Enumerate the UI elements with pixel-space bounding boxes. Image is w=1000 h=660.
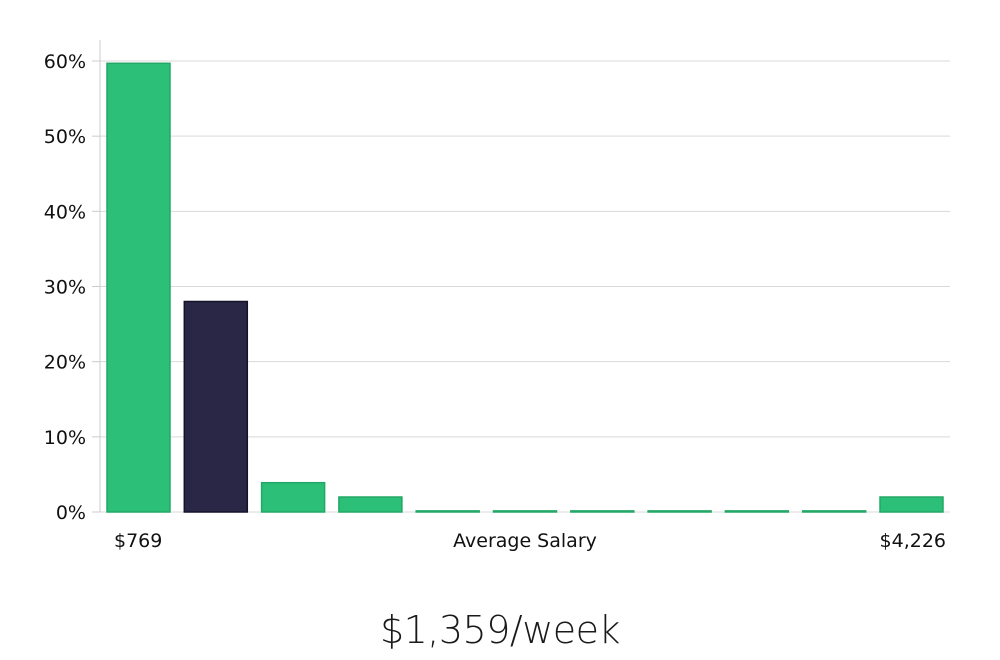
bar xyxy=(570,510,635,513)
y-tick-label: 40% xyxy=(44,201,86,223)
bar xyxy=(724,510,790,513)
bars xyxy=(106,62,944,513)
bar xyxy=(106,62,171,513)
bar xyxy=(801,510,867,513)
x-axis-title: Average Salary xyxy=(453,530,597,552)
bar xyxy=(415,510,480,513)
y-tick-label: 30% xyxy=(44,277,86,299)
bar xyxy=(260,481,326,513)
bar-highlighted xyxy=(183,300,249,513)
salary-histogram-chart: 0% 10% 20% 30% 40% 50% 60% $769 Average Salary… xyxy=(44,40,950,552)
bar xyxy=(879,496,944,513)
bar xyxy=(492,510,558,513)
y-tick-label: 60% xyxy=(44,51,86,73)
y-tick-label: 10% xyxy=(44,427,86,449)
bar xyxy=(338,496,403,513)
y-tick-label: 20% xyxy=(44,352,86,374)
y-tick-label: 50% xyxy=(44,126,86,148)
x-range-max-label: $4,226 xyxy=(880,530,946,552)
x-axis: $769 Average Salary $4,226 xyxy=(114,530,946,552)
bar xyxy=(647,510,712,513)
average-salary-value: $1,359/week xyxy=(379,608,621,652)
y-axis: 0% 10% 20% 30% 40% 50% 60% xyxy=(44,40,101,524)
x-range-min-label: $769 xyxy=(114,530,162,552)
y-tick-label: 0% xyxy=(56,502,86,524)
